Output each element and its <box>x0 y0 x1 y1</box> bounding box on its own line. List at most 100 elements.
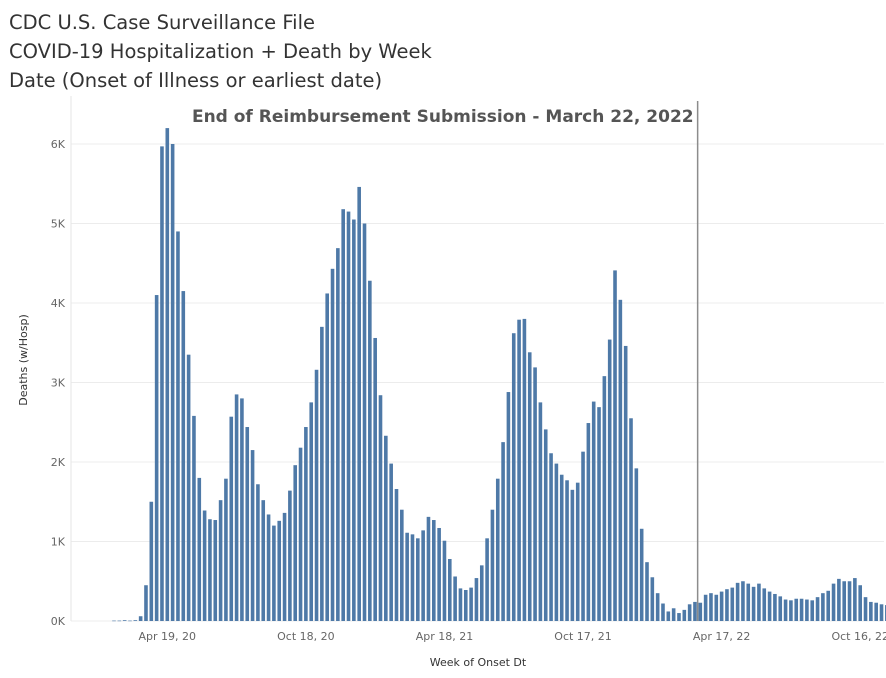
bar <box>144 585 148 621</box>
bar <box>863 597 868 621</box>
bar <box>485 538 489 621</box>
bar <box>783 599 788 621</box>
y-axis-ticks: 0K 1K 2K 3K 4K 5K 6K <box>51 138 66 628</box>
bar <box>714 594 719 621</box>
bar <box>149 501 154 621</box>
bar <box>869 601 873 621</box>
bar <box>661 603 665 621</box>
bar <box>591 401 596 621</box>
bar <box>623 345 628 621</box>
y-tick-label: 0K <box>51 615 66 628</box>
bar <box>794 598 799 621</box>
x-tick-label: Oct 16, 22 <box>831 630 886 643</box>
bar <box>474 578 479 621</box>
bar <box>762 588 767 621</box>
bar <box>805 599 809 621</box>
bar <box>767 591 772 621</box>
bar <box>330 268 335 621</box>
bar <box>543 429 548 621</box>
bar <box>565 480 569 621</box>
x-tick-label: Apr 18, 21 <box>416 630 474 643</box>
bar <box>501 442 505 622</box>
bar <box>447 558 452 621</box>
y-tick-label: 6K <box>51 138 66 151</box>
bar <box>751 586 756 621</box>
title-line-1: CDC U.S. Case Surveillance File <box>9 11 316 34</box>
bar <box>735 582 740 621</box>
bar <box>645 562 649 621</box>
bar <box>618 299 623 621</box>
bar <box>586 423 591 621</box>
bar <box>389 463 393 621</box>
bar <box>698 602 703 621</box>
bar <box>602 376 607 621</box>
bar <box>687 604 692 621</box>
bar <box>703 594 708 621</box>
bar <box>394 489 399 621</box>
bar <box>384 435 388 621</box>
bar <box>815 597 820 621</box>
y-tick-label: 5K <box>51 218 66 231</box>
bar <box>639 528 644 621</box>
x-tick-label: Apr 19, 20 <box>139 630 197 643</box>
bar <box>304 427 308 621</box>
bar <box>208 519 212 621</box>
bar <box>320 326 324 621</box>
bar <box>469 587 473 621</box>
bar <box>277 520 282 621</box>
bar <box>352 219 356 621</box>
bar <box>416 538 420 621</box>
bar <box>533 367 537 621</box>
bar <box>730 587 735 621</box>
reimbursement-marker: End of Reimbursement Submission - March … <box>192 101 699 621</box>
bar <box>693 601 697 621</box>
bar <box>165 128 170 621</box>
y-axis-title: Deaths (w/Hosp) <box>17 314 30 406</box>
bar <box>128 620 132 622</box>
bar <box>117 620 122 622</box>
bar <box>629 418 633 621</box>
bar <box>240 398 244 621</box>
bar <box>719 591 724 621</box>
bar <box>810 600 815 621</box>
bar <box>373 337 377 621</box>
bar <box>778 596 783 621</box>
bar <box>426 516 431 621</box>
bar <box>495 478 500 621</box>
bar <box>357 186 361 621</box>
bar <box>874 602 878 621</box>
bar <box>613 270 617 621</box>
bar <box>858 585 862 621</box>
bar <box>272 525 276 621</box>
x-tick-label: Oct 18, 20 <box>277 630 335 643</box>
bar <box>655 593 660 621</box>
bar <box>671 608 676 621</box>
bar <box>837 578 841 621</box>
bar <box>314 369 319 621</box>
bar <box>288 490 292 621</box>
bar <box>575 482 580 621</box>
bar <box>309 402 314 622</box>
bar <box>517 319 521 621</box>
x-tick-label: Oct 17, 21 <box>554 630 612 643</box>
bar <box>234 394 239 621</box>
bar <box>405 532 409 621</box>
bar <box>442 540 447 621</box>
bar <box>293 465 298 621</box>
bar <box>666 611 671 621</box>
x-axis-title: Week of Onset Dt <box>430 656 527 669</box>
bar <box>437 527 441 621</box>
bar <box>176 231 180 621</box>
bar <box>847 581 852 621</box>
bar <box>842 581 847 621</box>
bar <box>378 395 383 621</box>
bar <box>368 280 372 621</box>
bar <box>133 620 138 621</box>
bar <box>197 477 202 621</box>
bar <box>490 509 495 621</box>
bar <box>826 590 831 621</box>
bar <box>250 450 255 621</box>
bar <box>160 146 164 621</box>
bar <box>218 500 223 621</box>
bar <box>677 613 681 621</box>
